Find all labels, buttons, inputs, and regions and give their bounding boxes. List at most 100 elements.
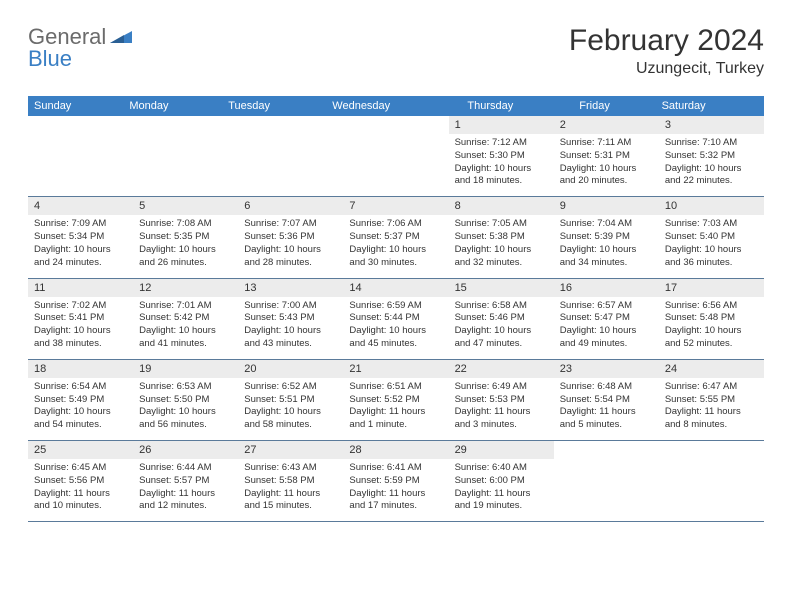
sunrise-text: Sunrise: 6:49 AM bbox=[455, 381, 548, 394]
day-cell: 7Sunrise: 7:06 AMSunset: 5:37 PMDaylight… bbox=[343, 197, 448, 278]
week-row: 11Sunrise: 7:02 AMSunset: 5:41 PMDayligh… bbox=[28, 278, 764, 359]
day-body: Sunrise: 6:59 AMSunset: 5:44 PMDaylight:… bbox=[343, 297, 448, 359]
daylight-text: Daylight: 10 hours and 52 minutes. bbox=[665, 325, 758, 351]
title-block: February 2024 Uzungecit, Turkey bbox=[569, 24, 764, 78]
logo-line2: Blue bbox=[28, 46, 72, 72]
daylight-text: Daylight: 10 hours and 22 minutes. bbox=[665, 163, 758, 189]
sunset-text: Sunset: 5:38 PM bbox=[455, 231, 548, 244]
day-cell: 6Sunrise: 7:07 AMSunset: 5:36 PMDaylight… bbox=[238, 197, 343, 278]
sunset-text: Sunset: 5:40 PM bbox=[665, 231, 758, 244]
day-body bbox=[659, 447, 764, 501]
daylight-text: Daylight: 10 hours and 36 minutes. bbox=[665, 244, 758, 270]
sunrise-text: Sunrise: 6:41 AM bbox=[349, 462, 442, 475]
day-number: 19 bbox=[133, 360, 238, 378]
daylight-text: Daylight: 11 hours and 12 minutes. bbox=[139, 488, 232, 514]
day-body: Sunrise: 7:10 AMSunset: 5:32 PMDaylight:… bbox=[659, 134, 764, 196]
day-cell: 1Sunrise: 7:12 AMSunset: 5:30 PMDaylight… bbox=[449, 116, 554, 197]
day-cell: 9Sunrise: 7:04 AMSunset: 5:39 PMDaylight… bbox=[554, 197, 659, 278]
week-row: 18Sunrise: 6:54 AMSunset: 5:49 PMDayligh… bbox=[28, 359, 764, 440]
day-cell: 5Sunrise: 7:08 AMSunset: 5:35 PMDaylight… bbox=[133, 197, 238, 278]
day-body: Sunrise: 6:51 AMSunset: 5:52 PMDaylight:… bbox=[343, 378, 448, 440]
day-body: Sunrise: 7:06 AMSunset: 5:37 PMDaylight:… bbox=[343, 215, 448, 277]
page-header: General February 2024 Uzungecit, Turkey bbox=[28, 24, 764, 78]
sunrise-text: Sunrise: 6:47 AM bbox=[665, 381, 758, 394]
day-body: Sunrise: 6:47 AMSunset: 5:55 PMDaylight:… bbox=[659, 378, 764, 440]
dow-saturday: Saturday bbox=[656, 96, 764, 116]
day-number: 10 bbox=[659, 197, 764, 215]
day-cell: 28Sunrise: 6:41 AMSunset: 5:59 PMDayligh… bbox=[343, 441, 448, 522]
daylight-text: Daylight: 10 hours and 43 minutes. bbox=[244, 325, 337, 351]
day-number: 23 bbox=[554, 360, 659, 378]
day-number: 15 bbox=[449, 279, 554, 297]
day-body: Sunrise: 6:40 AMSunset: 6:00 PMDaylight:… bbox=[449, 459, 554, 521]
dow-wednesday: Wednesday bbox=[326, 96, 461, 116]
daylight-text: Daylight: 11 hours and 3 minutes. bbox=[455, 406, 548, 432]
daylight-text: Daylight: 10 hours and 41 minutes. bbox=[139, 325, 232, 351]
day-number: 11 bbox=[28, 279, 133, 297]
day-cell bbox=[554, 441, 659, 522]
sunrise-text: Sunrise: 7:10 AM bbox=[665, 137, 758, 150]
daylight-text: Daylight: 10 hours and 20 minutes. bbox=[560, 163, 653, 189]
sunrise-text: Sunrise: 6:40 AM bbox=[455, 462, 548, 475]
day-number: 21 bbox=[343, 360, 448, 378]
day-body: Sunrise: 7:11 AMSunset: 5:31 PMDaylight:… bbox=[554, 134, 659, 196]
sunset-text: Sunset: 5:47 PM bbox=[560, 312, 653, 325]
day-body: Sunrise: 7:05 AMSunset: 5:38 PMDaylight:… bbox=[449, 215, 554, 277]
month-title: February 2024 bbox=[569, 24, 764, 58]
sunrise-text: Sunrise: 6:56 AM bbox=[665, 300, 758, 313]
day-number: 17 bbox=[659, 279, 764, 297]
daylight-text: Daylight: 10 hours and 26 minutes. bbox=[139, 244, 232, 270]
sunrise-text: Sunrise: 7:03 AM bbox=[665, 218, 758, 231]
daylight-text: Daylight: 10 hours and 38 minutes. bbox=[34, 325, 127, 351]
sunrise-text: Sunrise: 7:02 AM bbox=[34, 300, 127, 313]
dow-row: Sunday Monday Tuesday Wednesday Thursday… bbox=[28, 96, 764, 116]
day-number: 7 bbox=[343, 197, 448, 215]
sunset-text: Sunset: 5:51 PM bbox=[244, 394, 337, 407]
day-body: Sunrise: 6:57 AMSunset: 5:47 PMDaylight:… bbox=[554, 297, 659, 359]
sunrise-text: Sunrise: 6:53 AM bbox=[139, 381, 232, 394]
day-cell bbox=[659, 441, 764, 522]
day-body: Sunrise: 7:02 AMSunset: 5:41 PMDaylight:… bbox=[28, 297, 133, 359]
daylight-text: Daylight: 10 hours and 30 minutes. bbox=[349, 244, 442, 270]
daylight-text: Daylight: 10 hours and 54 minutes. bbox=[34, 406, 127, 432]
day-body: Sunrise: 7:03 AMSunset: 5:40 PMDaylight:… bbox=[659, 215, 764, 277]
day-cell: 3Sunrise: 7:10 AMSunset: 5:32 PMDaylight… bbox=[659, 116, 764, 197]
sunrise-text: Sunrise: 6:45 AM bbox=[34, 462, 127, 475]
day-body bbox=[133, 122, 238, 176]
day-number: 2 bbox=[554, 116, 659, 134]
location: Uzungecit, Turkey bbox=[569, 60, 764, 78]
day-number: 6 bbox=[238, 197, 343, 215]
day-cell: 12Sunrise: 7:01 AMSunset: 5:42 PMDayligh… bbox=[133, 278, 238, 359]
sunrise-text: Sunrise: 6:51 AM bbox=[349, 381, 442, 394]
sunrise-text: Sunrise: 7:05 AM bbox=[455, 218, 548, 231]
sunset-text: Sunset: 5:52 PM bbox=[349, 394, 442, 407]
day-body: Sunrise: 6:49 AMSunset: 5:53 PMDaylight:… bbox=[449, 378, 554, 440]
sunrise-text: Sunrise: 6:48 AM bbox=[560, 381, 653, 394]
daylight-text: Daylight: 10 hours and 49 minutes. bbox=[560, 325, 653, 351]
day-body bbox=[554, 447, 659, 501]
day-cell: 13Sunrise: 7:00 AMSunset: 5:43 PMDayligh… bbox=[238, 278, 343, 359]
sunrise-text: Sunrise: 6:44 AM bbox=[139, 462, 232, 475]
daylight-text: Daylight: 10 hours and 58 minutes. bbox=[244, 406, 337, 432]
day-body: Sunrise: 6:45 AMSunset: 5:56 PMDaylight:… bbox=[28, 459, 133, 521]
daylight-text: Daylight: 10 hours and 45 minutes. bbox=[349, 325, 442, 351]
day-cell bbox=[28, 116, 133, 197]
sunset-text: Sunset: 5:43 PM bbox=[244, 312, 337, 325]
sunset-text: Sunset: 5:35 PM bbox=[139, 231, 232, 244]
day-cell: 23Sunrise: 6:48 AMSunset: 5:54 PMDayligh… bbox=[554, 359, 659, 440]
sunset-text: Sunset: 5:58 PM bbox=[244, 475, 337, 488]
day-cell: 24Sunrise: 6:47 AMSunset: 5:55 PMDayligh… bbox=[659, 359, 764, 440]
day-number: 26 bbox=[133, 441, 238, 459]
daylight-text: Daylight: 11 hours and 1 minute. bbox=[349, 406, 442, 432]
day-number: 5 bbox=[133, 197, 238, 215]
sunset-text: Sunset: 5:34 PM bbox=[34, 231, 127, 244]
sunrise-text: Sunrise: 6:57 AM bbox=[560, 300, 653, 313]
daylight-text: Daylight: 10 hours and 47 minutes. bbox=[455, 325, 548, 351]
day-cell bbox=[343, 116, 448, 197]
day-cell bbox=[133, 116, 238, 197]
calendar-body: 1Sunrise: 7:12 AMSunset: 5:30 PMDaylight… bbox=[28, 116, 764, 522]
day-body: Sunrise: 7:09 AMSunset: 5:34 PMDaylight:… bbox=[28, 215, 133, 277]
day-number: 29 bbox=[449, 441, 554, 459]
sunset-text: Sunset: 5:48 PM bbox=[665, 312, 758, 325]
logo-triangle-icon bbox=[110, 27, 132, 48]
